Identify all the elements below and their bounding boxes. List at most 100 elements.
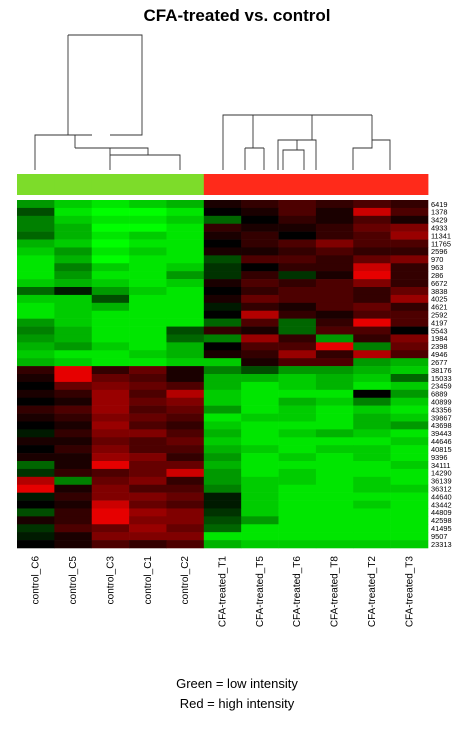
heatmap-cell [278, 468, 317, 478]
heatmap-cell [315, 223, 354, 232]
heatmap-cell [390, 437, 429, 446]
heatmap-cell [203, 429, 242, 438]
heatmap-cell [17, 223, 55, 232]
heatmap-cell [129, 247, 167, 256]
heatmap-cell [353, 279, 391, 288]
heatmap-cell [315, 413, 354, 422]
heatmap-cell [91, 310, 130, 319]
heatmap-cell [241, 397, 279, 406]
heatmap-cell [241, 389, 279, 399]
heatmap-cell [17, 334, 55, 343]
heatmap-cell [353, 310, 391, 319]
heatmap-cell [278, 239, 317, 248]
heatmap-cell [129, 207, 167, 217]
heatmap-cell [241, 366, 279, 375]
heatmap-cell [91, 461, 130, 470]
column-label: control_C6 [31, 556, 42, 605]
heatmap-cell [241, 255, 279, 264]
heatmap-cell [17, 366, 55, 375]
row-label: 42598 [431, 516, 452, 525]
heatmap-cell [91, 366, 130, 375]
heatmap-cell [241, 358, 279, 367]
row-label: 2398 [431, 342, 447, 351]
heatmap-cell [390, 294, 429, 304]
heatmap-cell [91, 468, 130, 478]
heatmap-cell [129, 389, 167, 399]
heatmap-cell [203, 461, 242, 470]
column-label: CFA-treated_T2 [367, 556, 378, 628]
heatmap-cell [315, 207, 354, 217]
heatmap-cell [129, 461, 167, 470]
heatmap-cell [17, 445, 55, 454]
heatmap-cell [315, 215, 354, 225]
heatmap-cell [129, 310, 167, 319]
heatmap-cell [315, 350, 354, 359]
heatmap-cell [54, 334, 93, 343]
heatmap-cell [353, 445, 391, 454]
heatmap-cell [315, 326, 354, 335]
heatmap-cell [91, 358, 130, 367]
heatmap-cell [166, 247, 205, 256]
heatmap-cell [390, 461, 429, 470]
row-label: 970 [431, 255, 443, 264]
group-bar-control [129, 174, 167, 195]
heatmap-cell [203, 516, 242, 525]
heatmap-cell [17, 207, 55, 217]
heatmap-cell [17, 381, 55, 391]
heatmap-cell [17, 263, 55, 272]
heatmap-cell [390, 318, 429, 327]
heatmap-cell [315, 397, 354, 406]
heatmap-cell [129, 429, 167, 438]
heatmap-cell [241, 279, 279, 288]
heatmap-cell [129, 255, 167, 264]
heatmap-cell [129, 358, 167, 367]
heatmap-cell [166, 326, 205, 335]
heatmap-cell [17, 453, 55, 462]
column-label: CFA-treated_T1 [218, 556, 229, 628]
heatmap-cell [129, 342, 167, 351]
heatmap-cell [278, 255, 317, 264]
heatmap-cell [241, 437, 279, 446]
heatmap-cell [54, 445, 93, 454]
heatmap-cell [241, 413, 279, 422]
heatmap-cell [91, 239, 130, 248]
heatmap-cell [390, 516, 429, 525]
heatmap-cell [353, 508, 391, 517]
heatmap-cell [166, 468, 205, 478]
heatmap-cell [241, 453, 279, 462]
heatmap-cell [129, 540, 167, 549]
heatmap-cell [241, 263, 279, 272]
heatmap-cell [91, 223, 130, 232]
heatmap-cell [353, 413, 391, 422]
heatmap-cell [54, 302, 93, 312]
chart-title: CFA-treated vs. control [143, 6, 331, 25]
row-label: 1984 [431, 334, 447, 343]
heatmap-cell [390, 342, 429, 351]
heatmap-cell [166, 255, 205, 264]
heatmap-cell [241, 215, 279, 225]
row-label: 44809 [431, 508, 452, 517]
heatmap-cell [166, 310, 205, 319]
row-label: 43442 [431, 500, 452, 509]
heatmap-cell [278, 397, 317, 406]
heatmap-cell [315, 334, 354, 343]
heatmap-cell [166, 200, 205, 209]
row-label: 36312 [431, 484, 452, 493]
heatmap-cell [91, 271, 130, 280]
heatmap-cell [278, 342, 317, 351]
heatmap-cell [166, 413, 205, 422]
heatmap-cell [17, 397, 55, 406]
heatmap-cell [17, 524, 55, 533]
heatmap-cell [54, 358, 93, 367]
heatmap-cell [203, 326, 242, 335]
heatmap-cell [91, 350, 130, 359]
heatmap-cell [390, 540, 429, 549]
heatmap-cell [91, 445, 130, 454]
heatmap-cell [91, 231, 130, 240]
heatmap-cell [353, 429, 391, 438]
heatmap-cell [129, 532, 167, 541]
heatmap-cell [315, 374, 354, 383]
heatmap-cell [315, 484, 354, 493]
heatmap-cell [353, 476, 391, 486]
row-label: 14290 [431, 469, 452, 478]
